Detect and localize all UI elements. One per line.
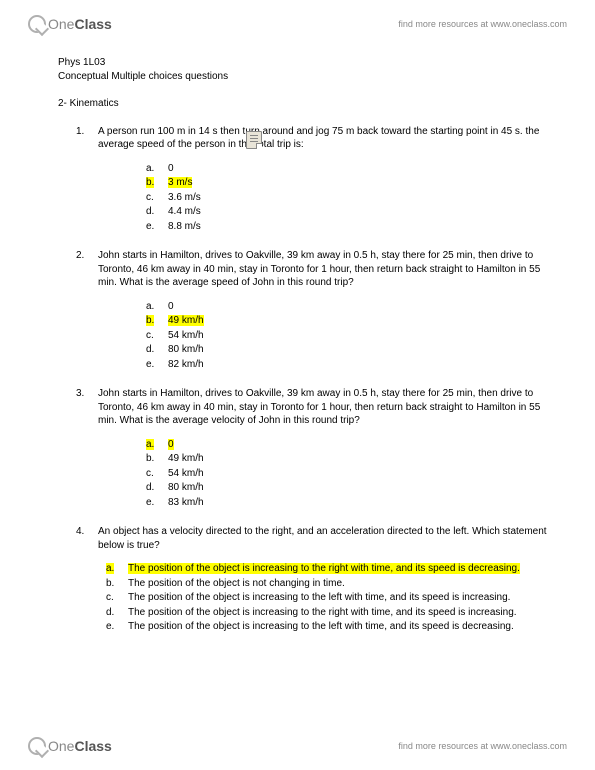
- option-text: 8.8 m/s: [168, 220, 201, 234]
- option-letter: c.: [146, 191, 160, 205]
- doc-subtitle: Conceptual Multiple choices questions: [58, 70, 555, 84]
- option-text: The position of the object is increasing…: [128, 606, 555, 620]
- option-text: 4.4 m/s: [168, 205, 201, 219]
- option-row: c. 3.6 m/s: [146, 191, 555, 205]
- option-letter: c.: [106, 591, 120, 605]
- option-letter: a.: [146, 438, 160, 452]
- option-row: a. The position of the object is increasi…: [106, 562, 555, 576]
- question-text: John starts in Hamilton, drives to Oakvi…: [98, 387, 555, 428]
- option-letter: e.: [106, 620, 120, 634]
- brand-name-footer: OneClass: [48, 738, 112, 754]
- option-letter: e.: [146, 358, 160, 372]
- question-row: 4. An object has a velocity directed to t…: [58, 525, 555, 552]
- option-letter: a.: [106, 562, 120, 576]
- question-text: John starts in Hamilton, drives to Oakvi…: [98, 249, 555, 290]
- page-footer: OneClass find more resources at www.onec…: [0, 730, 595, 762]
- option-row: d. 80 km/h: [146, 481, 555, 495]
- option-letter: b.: [146, 176, 160, 190]
- question-number: 1.: [76, 125, 88, 152]
- option-text: 0: [168, 438, 174, 452]
- option-row: d. The position of the object is increasi…: [106, 606, 555, 620]
- option-letter: d.: [146, 481, 160, 495]
- option-row: c. The position of the object is increasi…: [106, 591, 555, 605]
- option-letter: d.: [146, 205, 160, 219]
- option-row: e. 82 km/h: [146, 358, 555, 372]
- course-code: Phys 1L03: [58, 56, 555, 70]
- option-letter: c.: [146, 467, 160, 481]
- option-letter: a.: [146, 300, 160, 314]
- brand-name: OneClass: [48, 16, 112, 32]
- question-text: An object has a velocity directed to the…: [98, 525, 555, 552]
- option-letter: b.: [146, 314, 160, 328]
- tagline-bottom: find more resources at www.oneclass.com: [398, 741, 567, 751]
- question-block: 3.John starts in Hamilton, drives to Oak…: [58, 387, 555, 509]
- question-block: 2.John starts in Hamilton, drives to Oak…: [58, 249, 555, 371]
- options-list: a. The position of the object is increasi…: [58, 562, 555, 634]
- option-row: e. 8.8 m/s: [146, 220, 555, 234]
- option-text: 54 km/h: [168, 329, 204, 343]
- question-block: 4. An object has a velocity directed to t…: [58, 525, 555, 634]
- question-block: 1. A person run 100 m in 14 s then turn a…: [58, 125, 555, 234]
- brand-logo-footer: OneClass: [28, 737, 112, 755]
- option-row: c. 54 km/h: [146, 329, 555, 343]
- option-row: e. 83 km/h: [146, 496, 555, 510]
- option-row: c. 54 km/h: [146, 467, 555, 481]
- option-letter: b.: [146, 452, 160, 466]
- option-row: b. The position of the object is not chan…: [106, 577, 555, 591]
- logo-mark-icon: [28, 737, 46, 755]
- option-text: 3 m/s: [168, 176, 192, 190]
- question-number: 2.: [76, 249, 88, 290]
- option-row: b. 3 m/s: [146, 176, 555, 190]
- option-text: 80 km/h: [168, 481, 204, 495]
- option-row: a. 0: [146, 438, 555, 452]
- logo-mark-icon: [28, 15, 46, 33]
- option-letter: c.: [146, 329, 160, 343]
- option-text: 3.6 m/s: [168, 191, 201, 205]
- brand-logo: OneClass: [28, 15, 112, 33]
- option-letter: d.: [146, 343, 160, 357]
- section-heading: 2- Kinematics: [58, 97, 555, 111]
- option-letter: b.: [106, 577, 120, 591]
- sticky-note-icon: [246, 131, 262, 149]
- option-text: The position of the object is increasing…: [128, 620, 555, 634]
- options-list: a. 0 b. 49 km/h c. 54 km/h d. 80 km/h e. 82 km/h: [58, 300, 555, 372]
- option-row: d. 4.4 m/s: [146, 205, 555, 219]
- option-text: 54 km/h: [168, 467, 204, 481]
- tagline-top: find more resources at www.oneclass.com: [398, 19, 567, 29]
- option-text: 49 km/h: [168, 452, 204, 466]
- question-row: 1. A person run 100 m in 14 s then turn a…: [58, 125, 555, 152]
- option-text: 80 km/h: [168, 343, 204, 357]
- option-letter: d.: [106, 606, 120, 620]
- option-text: 0: [168, 300, 174, 314]
- option-letter: a.: [146, 162, 160, 176]
- option-row: a. 0: [146, 300, 555, 314]
- option-letter: e.: [146, 220, 160, 234]
- question-number: 3.: [76, 387, 88, 428]
- option-text: 0: [168, 162, 174, 176]
- page-header: OneClass find more resources at www.onec…: [0, 8, 595, 40]
- option-row: b. 49 km/h: [146, 452, 555, 466]
- option-text: 49 km/h: [168, 314, 204, 328]
- option-row: e. The position of the object is increasi…: [106, 620, 555, 634]
- option-text: The position of the object is increasing…: [128, 562, 555, 576]
- option-row: a. 0: [146, 162, 555, 176]
- option-text: The position of the object is increasing…: [128, 591, 555, 605]
- question-number: 4.: [76, 525, 88, 552]
- question-row: 3.John starts in Hamilton, drives to Oak…: [58, 387, 555, 428]
- option-text: 83 km/h: [168, 496, 204, 510]
- option-text: The position of the object is not changi…: [128, 577, 555, 591]
- options-list: a. 0 b. 49 km/h c. 54 km/h d. 80 km/h e. 83 km/h: [58, 438, 555, 510]
- option-row: d. 80 km/h: [146, 343, 555, 357]
- question-text: A person run 100 m in 14 s then turn aro…: [98, 125, 555, 152]
- option-letter: e.: [146, 496, 160, 510]
- document-body: Phys 1L03 Conceptual Multiple choices qu…: [58, 56, 555, 650]
- option-text: 82 km/h: [168, 358, 204, 372]
- option-row: b. 49 km/h: [146, 314, 555, 328]
- options-list: a. 0 b. 3 m/s c. 3.6 m/s d. 4.4 m/s e. 8.8 m/s: [58, 162, 555, 234]
- question-row: 2.John starts in Hamilton, drives to Oak…: [58, 249, 555, 290]
